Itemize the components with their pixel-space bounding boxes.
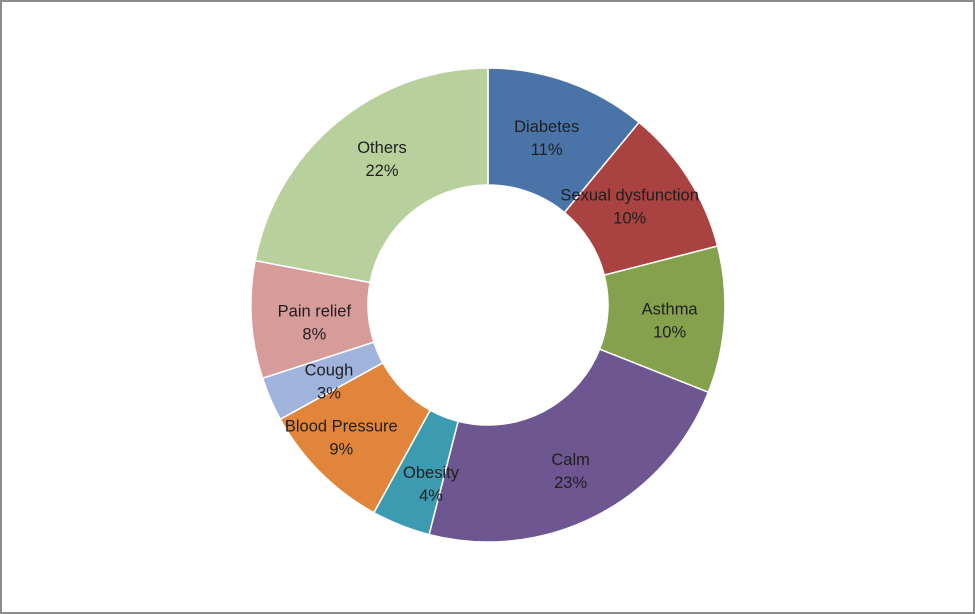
slice-label-blood-pressure: Blood Pressure [285,418,398,436]
donut-slices [250,67,726,543]
slice-value-blood-pressure: 9% [329,441,353,459]
slice-value-pain-relief: 8% [302,325,326,343]
slice-others [254,67,489,284]
slice-label-sexual-dysfunction: Sexual dysfunction [560,186,699,204]
slice-label-pain-relief: Pain relief [278,302,352,320]
slice-value-cough: 3% [317,384,341,402]
slice-value-calm: 23% [554,474,587,492]
slice-label-calm: Calm [551,451,590,469]
slice-label-diabetes: Diabetes [514,118,579,136]
slice-value-asthma: 10% [653,323,686,341]
slice-label-cough: Cough [305,361,354,379]
donut-labels: Diabetes 11% Sexual dysfunction 10% Asthma 10… [278,118,699,505]
slice-value-others: 22% [365,162,398,180]
slice-value-diabetes: 11% [531,141,563,159]
slice-label-others: Others [357,139,407,157]
slice-value-sexual-dysfunction: 10% [613,209,646,227]
slice-calm [428,348,710,543]
slice-value-obesity: 4% [419,487,443,505]
slice-label-obesity: Obesity [403,464,460,482]
slice-label-asthma: Asthma [642,300,699,318]
